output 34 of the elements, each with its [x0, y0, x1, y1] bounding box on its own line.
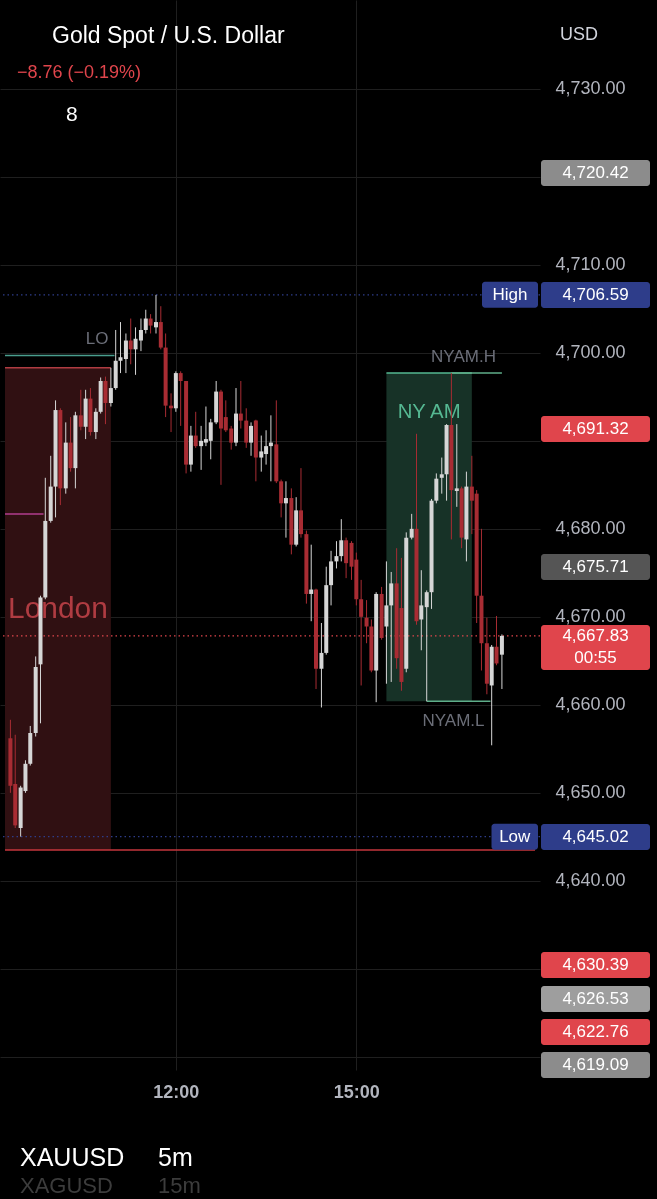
text: XAUUSD	[20, 1143, 125, 1171]
series-label: NYAM.L	[422, 711, 485, 731]
text: 4,619.09	[562, 1055, 629, 1074]
text: Gold Spot / U.S. Dollar	[52, 22, 285, 48]
text: USD	[560, 24, 599, 44]
y-tick-label: 4,710.00	[555, 254, 626, 275]
series-label: NYAM.H	[431, 347, 496, 367]
text: 4,630.39	[562, 955, 629, 974]
text: 4,691.32	[562, 419, 629, 438]
x-tick-label: 12:00	[153, 1081, 200, 1102]
ref-line-label: Low	[499, 826, 532, 846]
text: 4,622.76	[562, 1022, 629, 1041]
series-label: LO	[85, 329, 109, 349]
y-tick-label: 4,650.00	[555, 782, 626, 803]
y-tick-label: 4,640.00	[555, 870, 626, 891]
y-tick-label: 4,700.00	[555, 342, 626, 363]
y-tick-label: 4,670.00	[555, 606, 626, 627]
text: 4,645.02	[562, 827, 629, 846]
text: −8.76 (−0.19%)	[17, 62, 142, 82]
y-tick-label: 4,680.00	[555, 518, 626, 539]
text: 5m	[158, 1143, 193, 1171]
text: 15m	[158, 1173, 201, 1198]
text: 4,706.59	[562, 285, 629, 304]
text: 4,626.53	[562, 989, 629, 1008]
y-tick-label: 4,660.00	[555, 694, 626, 715]
text: 4,667.83	[562, 626, 629, 645]
y-tick-label: 4,730.00	[555, 78, 626, 99]
annotation: 8	[66, 102, 78, 125]
text: 4,675.71	[562, 557, 629, 576]
ref-line-label: High	[492, 284, 528, 304]
x-tick-label: 15:00	[333, 1081, 380, 1102]
text: 4,720.42	[562, 163, 629, 182]
text: 00:55	[574, 648, 617, 667]
text: XAGUSD	[20, 1173, 113, 1198]
